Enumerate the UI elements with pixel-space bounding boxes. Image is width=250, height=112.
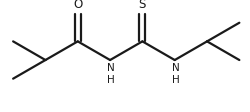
Text: H: H bbox=[172, 75, 180, 85]
Text: N: N bbox=[108, 63, 115, 73]
Text: S: S bbox=[139, 0, 146, 11]
Text: N: N bbox=[172, 63, 180, 73]
Text: H: H bbox=[108, 75, 115, 85]
Text: O: O bbox=[73, 0, 83, 11]
